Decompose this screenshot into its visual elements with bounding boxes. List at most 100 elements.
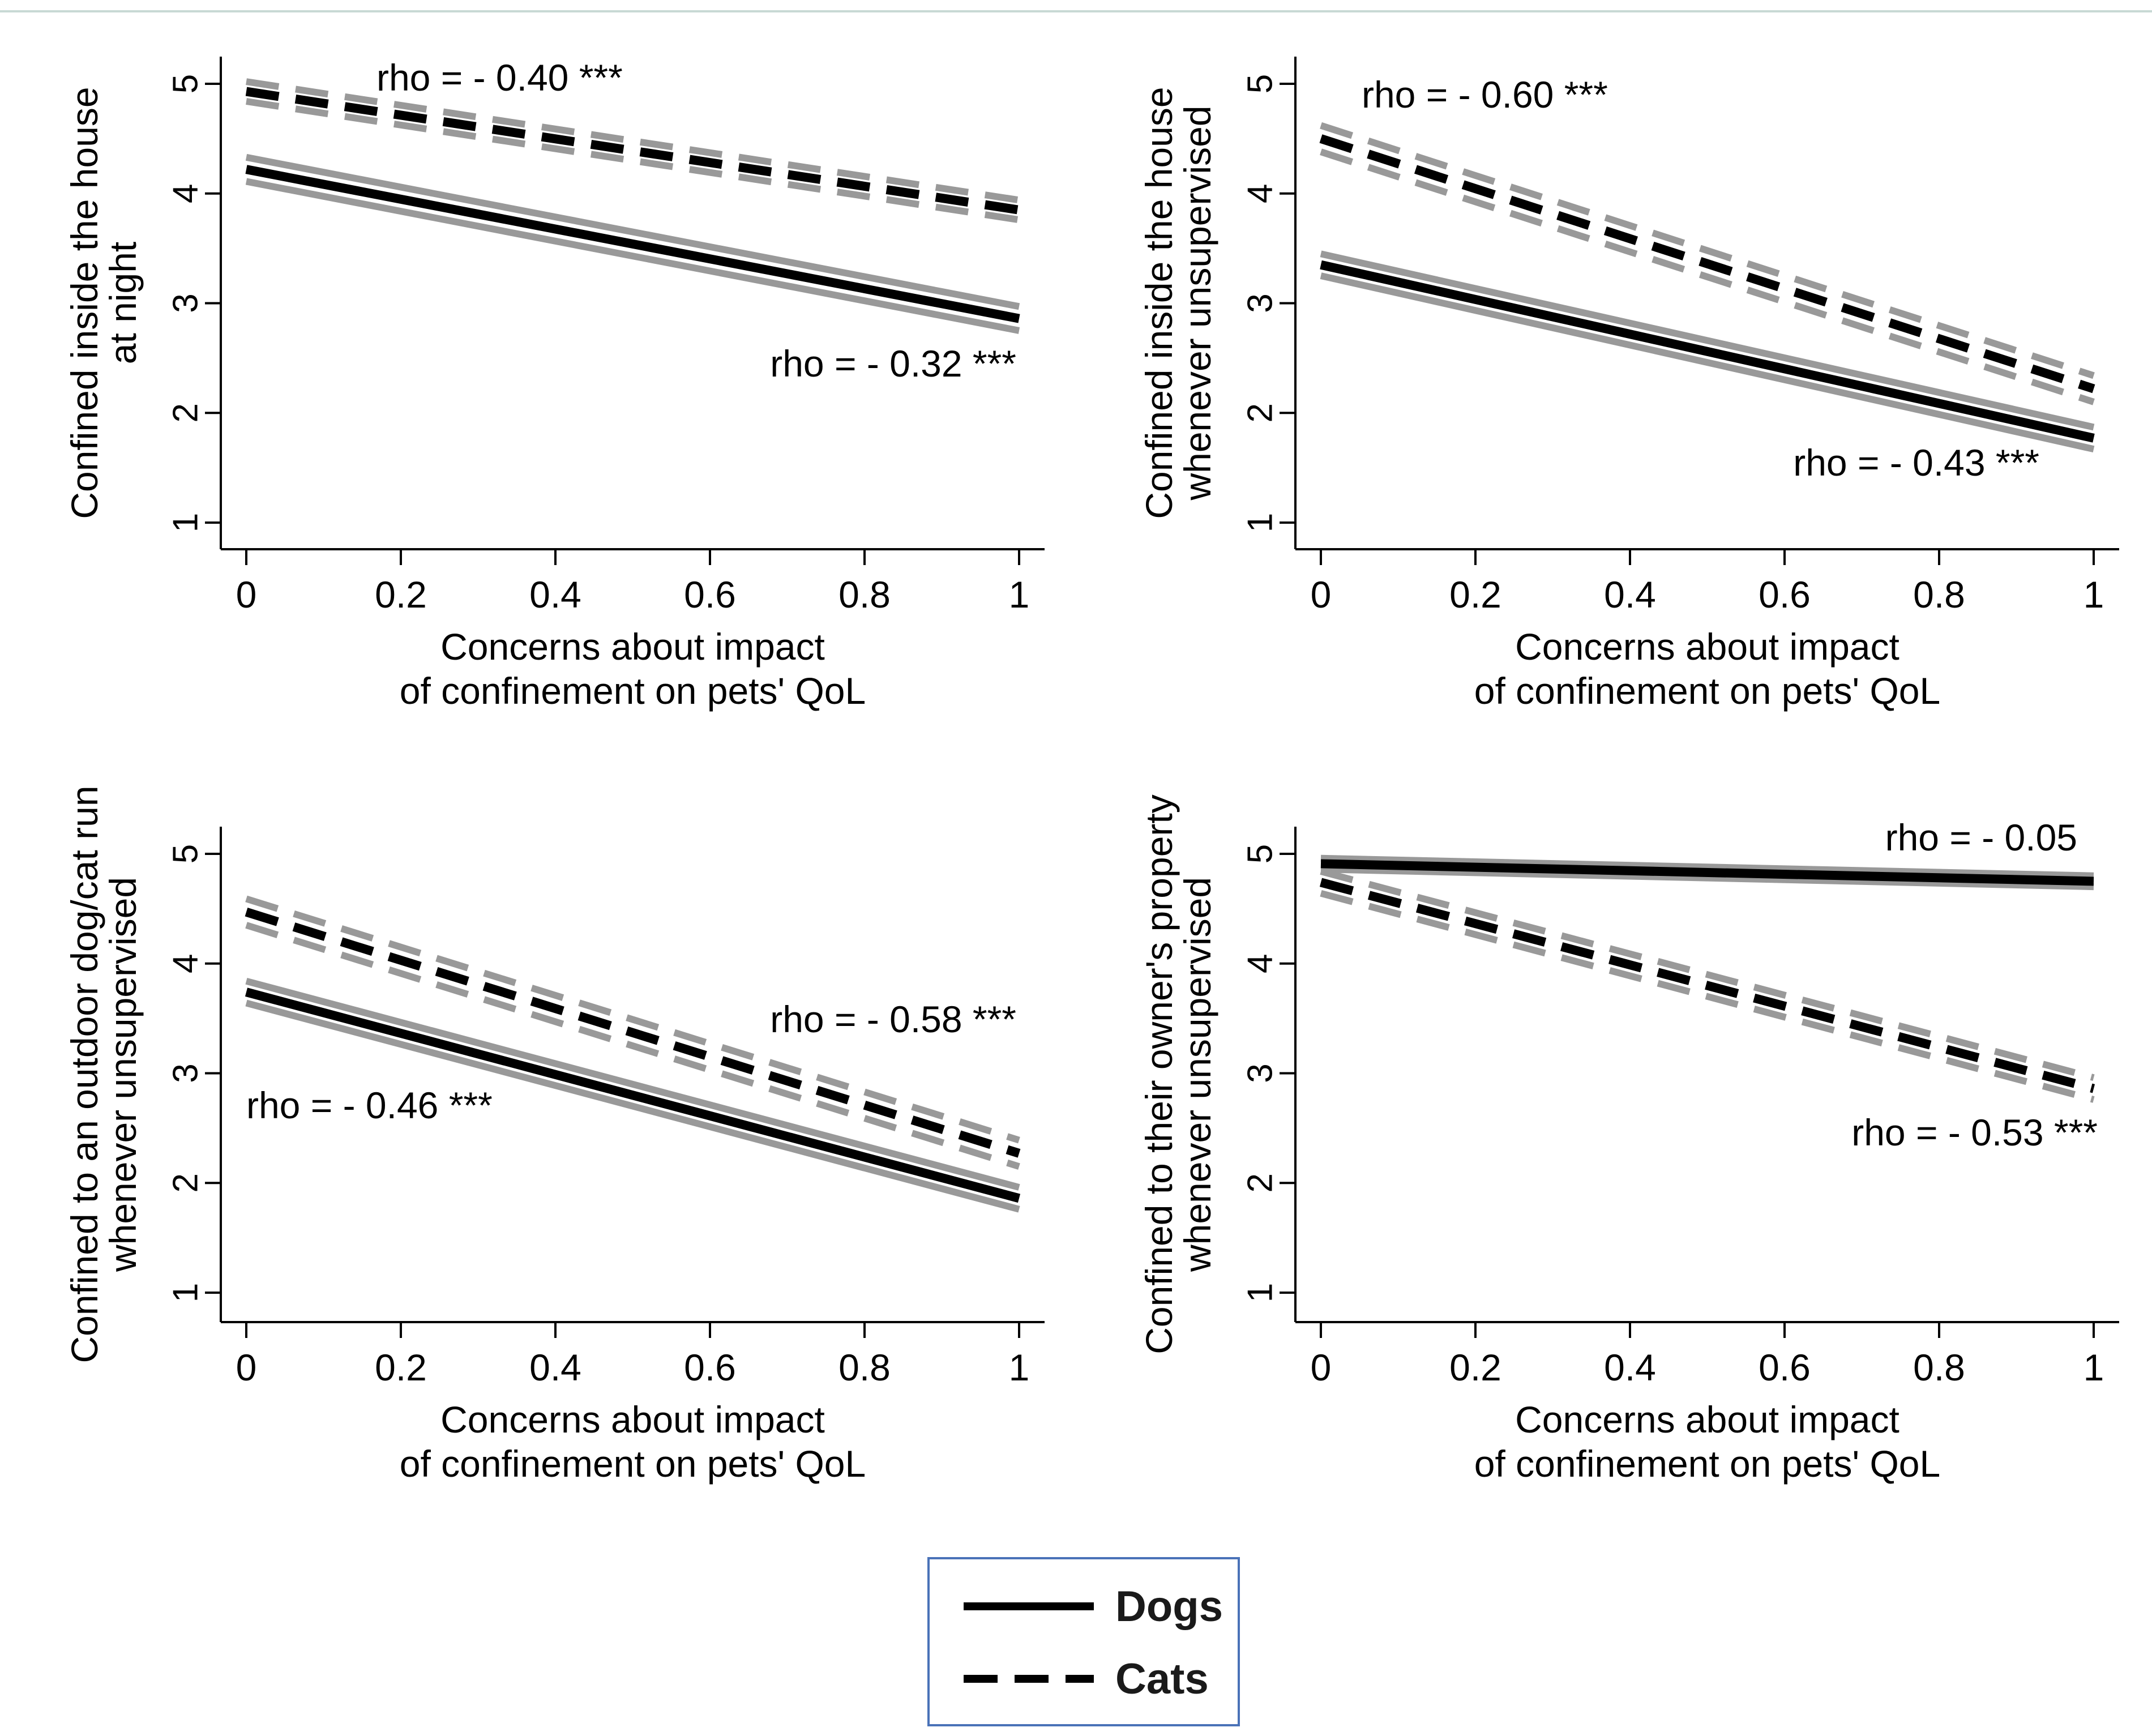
- x-tick-label: 0.6: [1759, 574, 1811, 615]
- ci-lower-dogs: [1320, 866, 2094, 891]
- series-line-cats: [1319, 878, 2095, 1093]
- x-axis-title-line: of confinement on pets' QoL: [400, 670, 866, 712]
- y-tick-label: 3: [1241, 1063, 1280, 1083]
- x-tick-label: 0.6: [684, 1346, 736, 1388]
- chart-panel-top-left: 1 2 3 4 5 0 0.2 0.4 0.6 0.8 1 Concerns about impact…: [63, 57, 1045, 712]
- rho-annotation-cats: rho = - 0.53 ***: [1851, 1111, 2098, 1153]
- y-axis-title-line: whenever unsupervised: [102, 877, 144, 1272]
- x-axis-title-line: of confinement on pets' QoL: [1474, 1443, 1940, 1485]
- ci-lower-dogs: [245, 178, 1020, 334]
- ci-upper-cats: [1320, 122, 2095, 379]
- y-tick-label: 4: [1241, 184, 1280, 203]
- y-tick-label: 4: [166, 184, 206, 203]
- y-axis-title-line: Confined inside the house: [63, 87, 105, 519]
- y-tick-label: 1: [166, 513, 206, 532]
- legend: Dogs Cats: [927, 1557, 1240, 1726]
- y-tick-label: 5: [1241, 844, 1280, 863]
- y-tick-label: 4: [166, 954, 206, 973]
- x-tick-label: 0.4: [529, 1346, 581, 1388]
- series-line-dogs: [1320, 260, 2095, 443]
- x-tick-label: 0.2: [375, 1346, 427, 1388]
- rho-annotation-dogs: rho = - 0.32 ***: [770, 343, 1016, 384]
- y-tick-label: 2: [1241, 1173, 1280, 1192]
- legend-item-cats: Cats: [964, 1653, 1209, 1704]
- y-tick-label: 1: [166, 1283, 206, 1302]
- y-tick-label: 2: [166, 403, 206, 422]
- chart-panel-bottom-right: 1 2 3 4 5 0 0.2 0.4 0.6 0.8 1 Concerns about impact…: [1138, 794, 2119, 1485]
- y-tick-label: 5: [166, 74, 206, 93]
- x-tick-label: 0.8: [1913, 1346, 1965, 1388]
- x-tick-label: 0.4: [529, 574, 581, 615]
- y-tick-label: 4: [1241, 954, 1280, 973]
- legend-label-dogs: Dogs: [1115, 1582, 1223, 1631]
- x-tick-label: 0.8: [1913, 574, 1965, 615]
- x-tick-label: 0.2: [1449, 574, 1501, 615]
- ci-upper-dogs: [245, 977, 1020, 1191]
- x-tick-label: 0: [1311, 1346, 1332, 1388]
- ci-upper-cats: [246, 78, 1020, 204]
- ci-lower-cats: [246, 98, 1020, 224]
- x-axis-title-line: Concerns about impact: [440, 1399, 825, 1440]
- legend-swatch-dashed: [964, 1675, 1094, 1683]
- ci-lower-cats: [1320, 148, 2095, 405]
- panels-group: 1 2 3 4 5 0 0.2 0.4 0.6 0.8 1 Concerns about impact…: [63, 57, 2119, 1485]
- y-tick-label: 2: [1241, 403, 1280, 422]
- rho-annotation-cats: rho = - 0.58 ***: [770, 998, 1016, 1040]
- chart-panel-bottom-left: 1 2 3 4 5 0 0.2 0.4 0.6 0.8 1 Concerns about impact…: [63, 785, 1045, 1485]
- x-tick-label: 0: [236, 574, 257, 615]
- x-tick-label: 0.4: [1604, 574, 1656, 615]
- rho-annotation-dogs: rho = - 0.05: [1885, 816, 2077, 858]
- series-line-cats: [245, 908, 1021, 1158]
- series-line-dogs: [1320, 859, 2094, 886]
- series-line-dogs: [245, 165, 1020, 323]
- ci-lower-cats: [1320, 890, 2095, 1103]
- x-tick-label: 0.6: [1759, 1346, 1811, 1388]
- x-tick-label: 0.4: [1604, 1346, 1656, 1388]
- y-tick-label: 2: [166, 1173, 206, 1192]
- x-tick-label: 0.6: [684, 574, 736, 615]
- y-axis-title-line: whenever unsupervised: [1176, 877, 1218, 1272]
- x-axis-title-line: Concerns about impact: [1515, 626, 1899, 668]
- x-axis-title-line: of confinement on pets' QoL: [1474, 670, 1940, 712]
- y-tick-label: 5: [166, 844, 206, 863]
- y-axis-title-line: Confined to their owner's property: [1138, 794, 1180, 1354]
- rho-annotation-cats: rho = - 0.40 ***: [377, 57, 623, 99]
- x-tick-label: 1: [1009, 1346, 1030, 1388]
- ci-upper-dogs: [1320, 250, 2095, 431]
- y-tick-label: 3: [166, 1063, 206, 1083]
- y-axis-title-line: Confined inside the house: [1138, 87, 1180, 519]
- ci-upper-dogs: [245, 153, 1020, 310]
- y-tick-label: 5: [1241, 74, 1280, 93]
- x-axis-title-line: of confinement on pets' QoL: [400, 1443, 866, 1485]
- y-tick-label: 3: [166, 293, 206, 313]
- ci-upper-cats: [1320, 868, 2095, 1081]
- x-tick-label: 0.8: [838, 1346, 891, 1388]
- x-axis-title-line: Concerns about impact: [1515, 1399, 1899, 1440]
- legend-label-cats: Cats: [1115, 1654, 1209, 1703]
- chart-panel-top-right: 1 2 3 4 5 0 0.2 0.4 0.6 0.8 1 Concerns about impact…: [1138, 57, 2119, 712]
- x-axis-title-line: Concerns about impact: [440, 626, 825, 668]
- ci-upper-dogs: [1320, 854, 2094, 879]
- y-axis-title-line: whenever unsupervised: [1176, 105, 1218, 501]
- ci-lower-cats: [245, 922, 1020, 1170]
- ci-lower-dogs: [1320, 272, 2095, 453]
- x-tick-label: 0.2: [1449, 1346, 1501, 1388]
- series-line-cats: [245, 87, 1020, 215]
- x-tick-label: 0.8: [838, 574, 891, 615]
- series-line-dogs: [245, 987, 1021, 1203]
- series-line-cats: [1319, 134, 2095, 394]
- y-tick-label: 1: [1241, 513, 1280, 532]
- x-tick-label: 1: [2083, 1346, 2104, 1388]
- y-axis-title-line: Confined to an outdoor dog/cat run: [63, 785, 105, 1363]
- y-tick-label: 1: [1241, 1283, 1280, 1302]
- x-tick-label: 0.2: [375, 574, 427, 615]
- x-tick-label: 0: [1311, 574, 1332, 615]
- y-axis-title-line: at night: [102, 242, 144, 365]
- ci-lower-dogs: [245, 999, 1020, 1213]
- x-tick-label: 1: [1009, 574, 1030, 615]
- x-tick-label: 0: [236, 1346, 257, 1388]
- x-tick-label: 1: [2083, 574, 2104, 615]
- y-tick-label: 3: [1241, 293, 1280, 313]
- rho-annotation-dogs: rho = - 0.43 ***: [1793, 442, 2039, 484]
